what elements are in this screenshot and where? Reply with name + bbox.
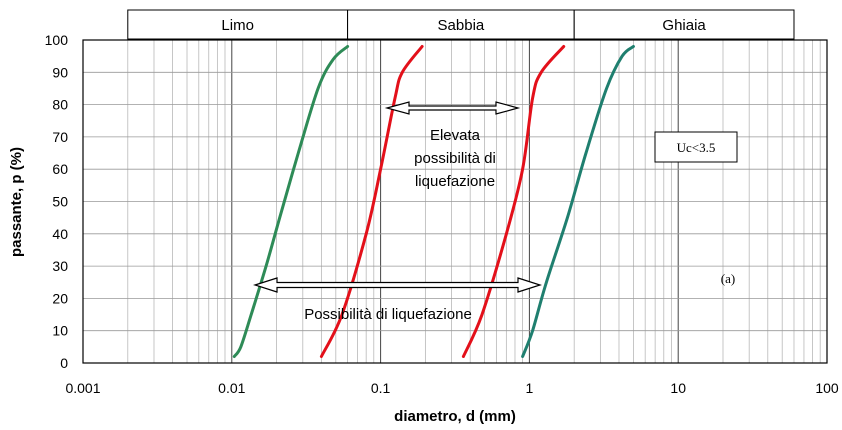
double-arrow	[255, 278, 540, 292]
y-tick-label: 0	[60, 355, 68, 371]
band-label: Limo	[221, 17, 254, 34]
y-tick-labels: 0 10 20 30 40 50 60 70 80 90 100	[45, 32, 69, 371]
y-tick-label: 100	[45, 32, 69, 48]
y-axis-title: passante, p (%)	[8, 147, 25, 257]
x-tick-label: 10	[670, 380, 686, 396]
y-tick-label: 60	[52, 161, 68, 177]
x-axis-title: diametro, d (mm)	[394, 408, 516, 425]
annotation-elevata-line3: liquefazione	[415, 173, 495, 190]
x-tick-labels: 0.001 0.01 0.1 1 10 100	[65, 380, 838, 396]
annotation-elevata-line1: Elevata	[430, 127, 481, 144]
panel-label: (a)	[721, 271, 735, 286]
y-tick-label: 40	[52, 226, 68, 242]
annotation-possibilita: Possibilità di liquefazione	[304, 306, 472, 323]
x-tick-label: 1	[526, 380, 534, 396]
x-tick-label: 0.001	[65, 380, 100, 396]
annotation-uc: Uc<3.5	[677, 140, 716, 155]
y-tick-label: 50	[52, 194, 68, 210]
x-tick-label: 0.01	[218, 380, 245, 396]
y-tick-label: 20	[52, 290, 68, 306]
band-label: Sabbia	[438, 17, 485, 34]
annotation-elevata-line2: possibilità di	[414, 150, 496, 167]
double-arrow	[387, 102, 518, 114]
x-tick-label: 0.1	[371, 380, 391, 396]
y-tick-label: 30	[52, 258, 68, 274]
y-tick-label: 80	[52, 97, 68, 113]
x-tick-label: 100	[815, 380, 839, 396]
y-tick-label: 90	[52, 64, 68, 80]
y-tick-label: 70	[52, 129, 68, 145]
soil-class-bands: Limo Sabbia Ghiaia	[128, 10, 794, 39]
y-tick-label: 10	[52, 323, 68, 339]
band-label: Ghiaia	[662, 17, 706, 34]
